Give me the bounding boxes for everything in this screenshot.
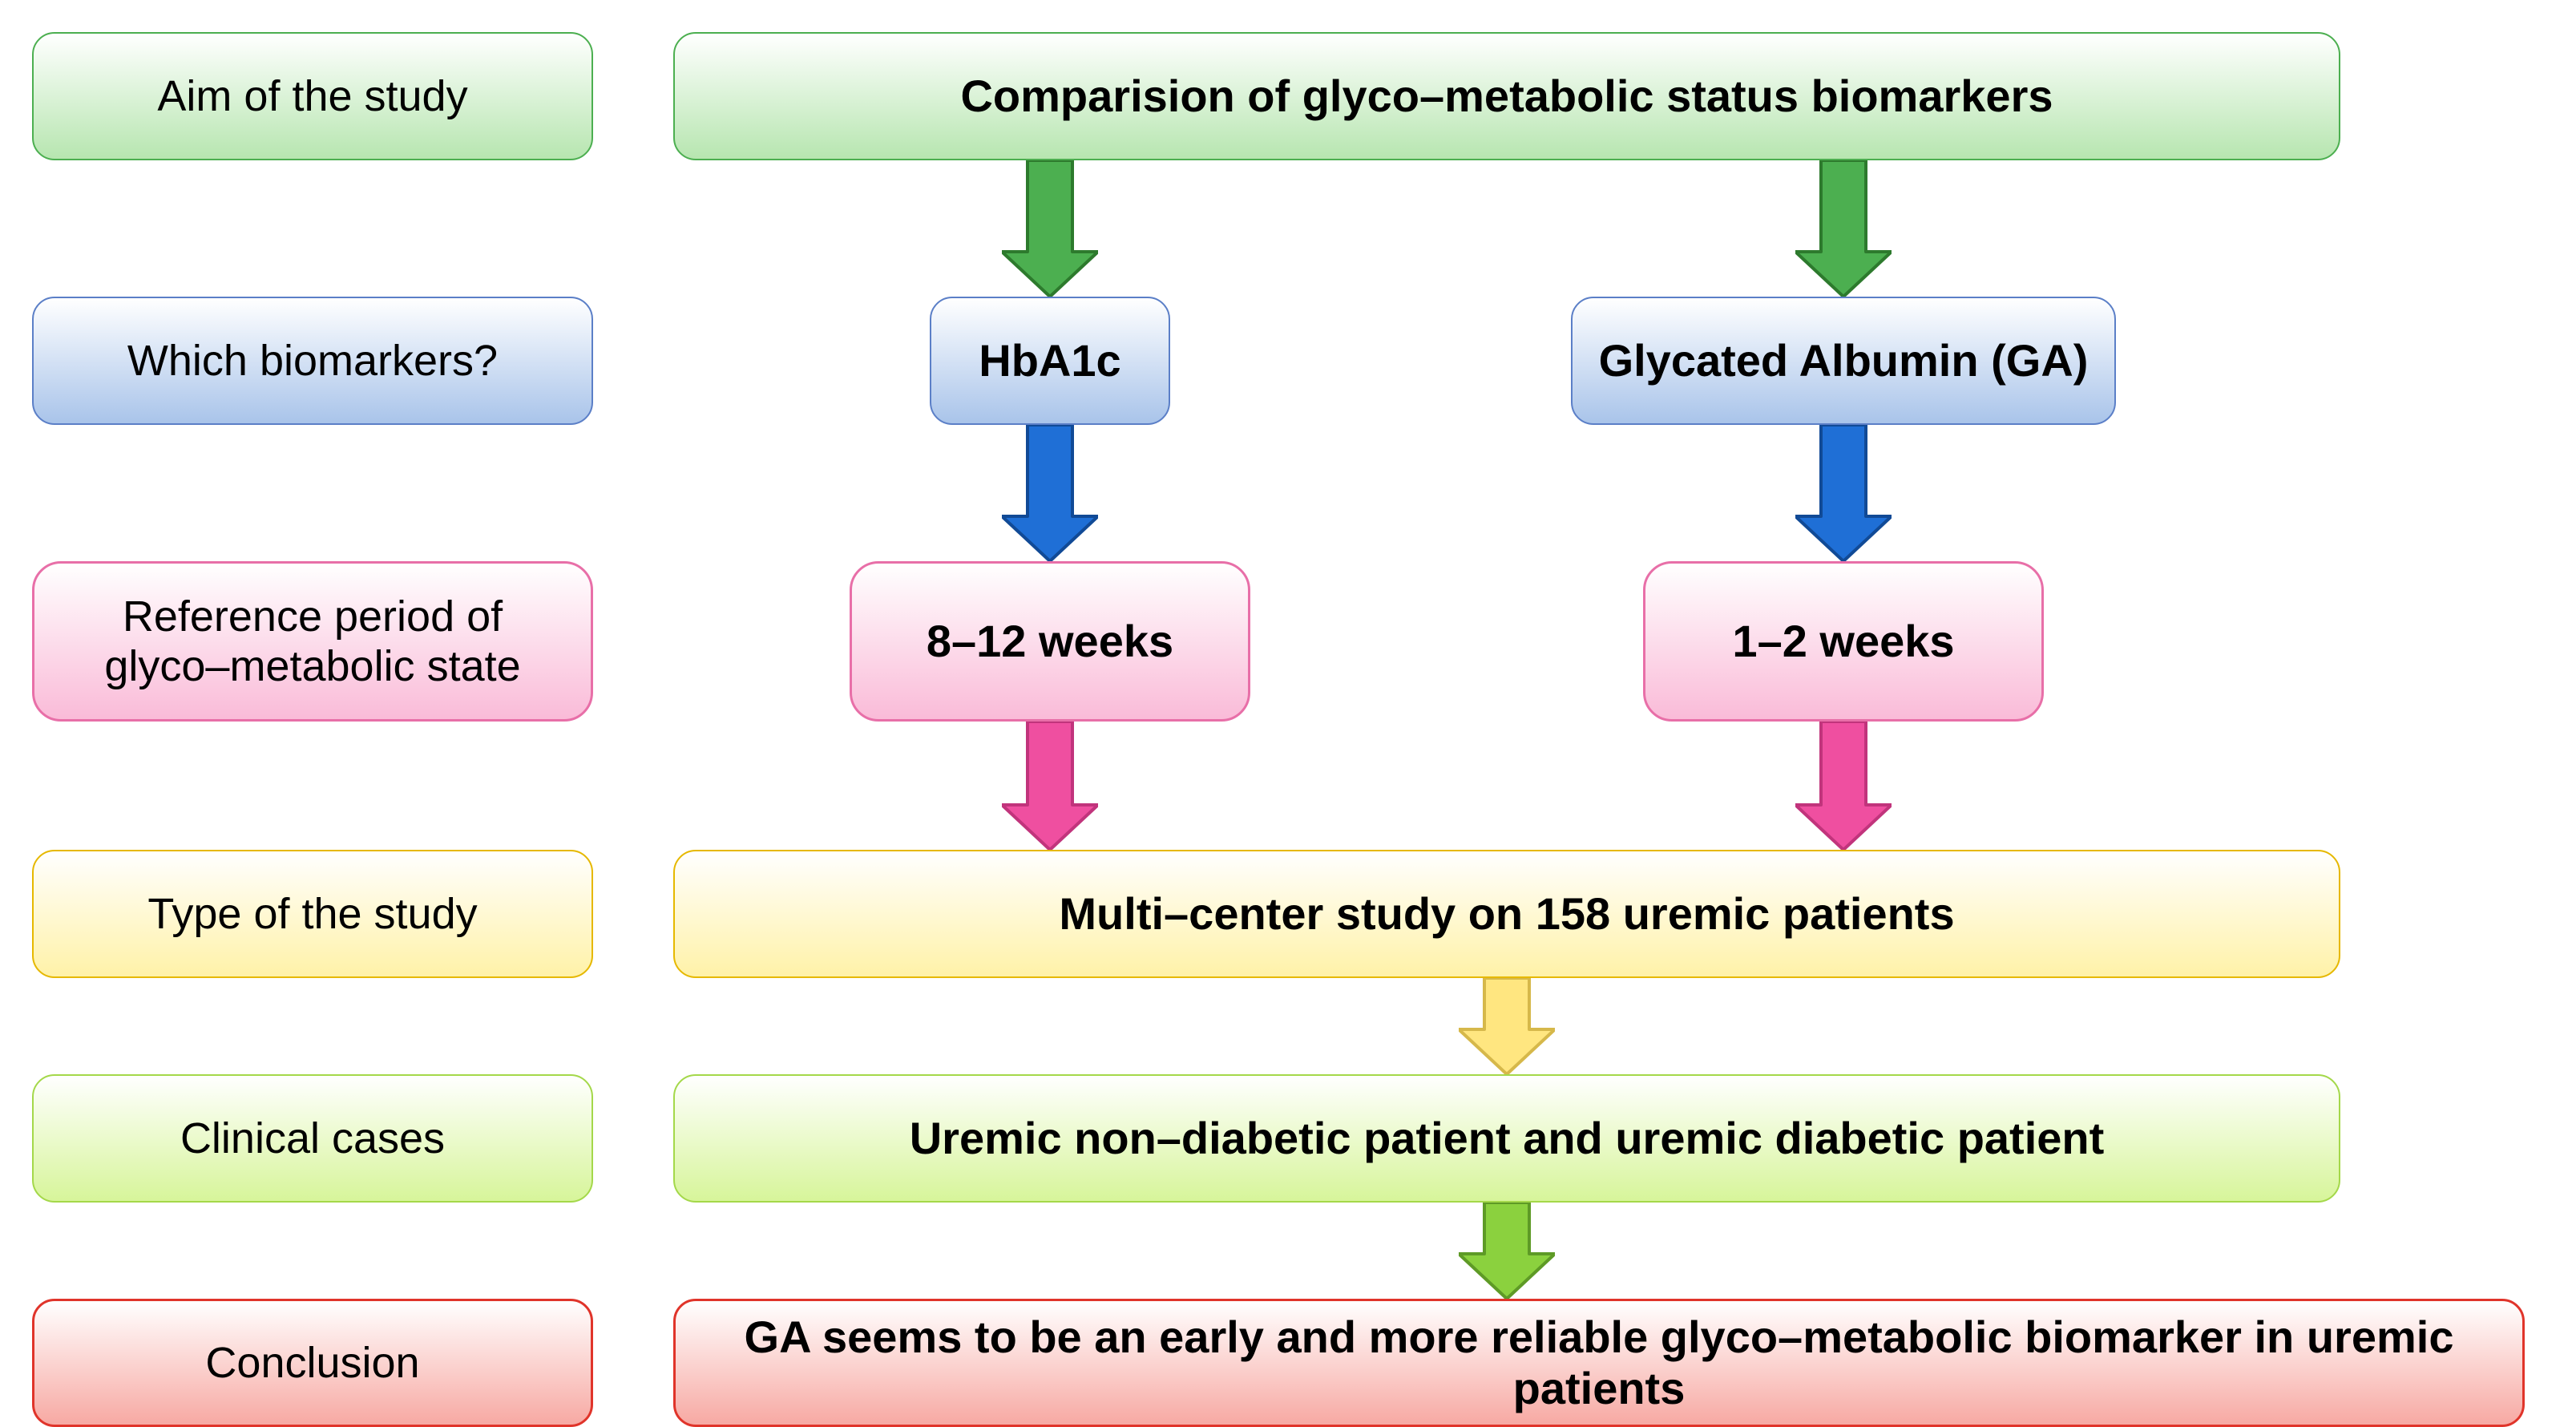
node-weeks12: 1–2 weeks — [1643, 561, 2044, 722]
node-weeks812: 8–12 weeks — [850, 561, 1250, 722]
node-text-type_label: Type of the study — [147, 889, 477, 939]
node-clin_label: Clinical cases — [32, 1074, 593, 1203]
node-ga: Glycated Albumin (GA) — [1571, 297, 2116, 425]
node-bio_label: Which biomarkers? — [32, 297, 593, 425]
node-aim_content: Comparision of glyco–metabolic status bi… — [673, 32, 2340, 160]
arrow-6 — [1459, 978, 1555, 1074]
node-text-conc_content: GA seems to be an early and more reliabl… — [700, 1312, 2498, 1415]
arrow-1 — [1795, 160, 1892, 297]
node-type_content: Multi–center study on 158 uremic patient… — [673, 850, 2340, 978]
node-conc_label: Conclusion — [32, 1299, 593, 1427]
arrow-3 — [1795, 425, 1892, 561]
flowchart-canvas: Aim of the study Comparision of glyco–met… — [0, 0, 2576, 1415]
node-text-bio_label: Which biomarkers? — [127, 336, 498, 386]
node-ref_label: Reference period of glyco–metabolic stat… — [32, 561, 593, 722]
node-text-hba1c: HbA1c — [979, 335, 1120, 386]
node-text-weeks812: 8–12 weeks — [927, 616, 1173, 667]
node-hba1c: HbA1c — [930, 297, 1170, 425]
node-clin_content: Uremic non–diabetic patient and uremic d… — [673, 1074, 2340, 1203]
node-text-weeks12: 1–2 weeks — [1732, 616, 1954, 667]
node-type_label: Type of the study — [32, 850, 593, 978]
node-text-aim_label: Aim of the study — [157, 71, 467, 121]
arrow-2 — [1002, 425, 1098, 561]
node-text-ref_label: Reference period of glyco–metabolic stat… — [104, 592, 520, 691]
node-text-clin_content: Uremic non–diabetic patient and uremic d… — [910, 1113, 2105, 1164]
node-conc_content: GA seems to be an early and more reliabl… — [673, 1299, 2525, 1427]
arrow-4 — [1002, 722, 1098, 850]
node-text-ga: Glycated Albumin (GA) — [1599, 335, 2089, 386]
node-text-aim_content: Comparision of glyco–metabolic status bi… — [960, 71, 2053, 122]
arrow-7 — [1459, 1203, 1555, 1299]
node-text-type_content: Multi–center study on 158 uremic patient… — [1059, 888, 1954, 940]
node-aim_label: Aim of the study — [32, 32, 593, 160]
node-text-clin_label: Clinical cases — [180, 1114, 445, 1163]
arrow-0 — [1002, 160, 1098, 297]
arrow-5 — [1795, 722, 1892, 850]
node-text-conc_label: Conclusion — [205, 1338, 419, 1388]
